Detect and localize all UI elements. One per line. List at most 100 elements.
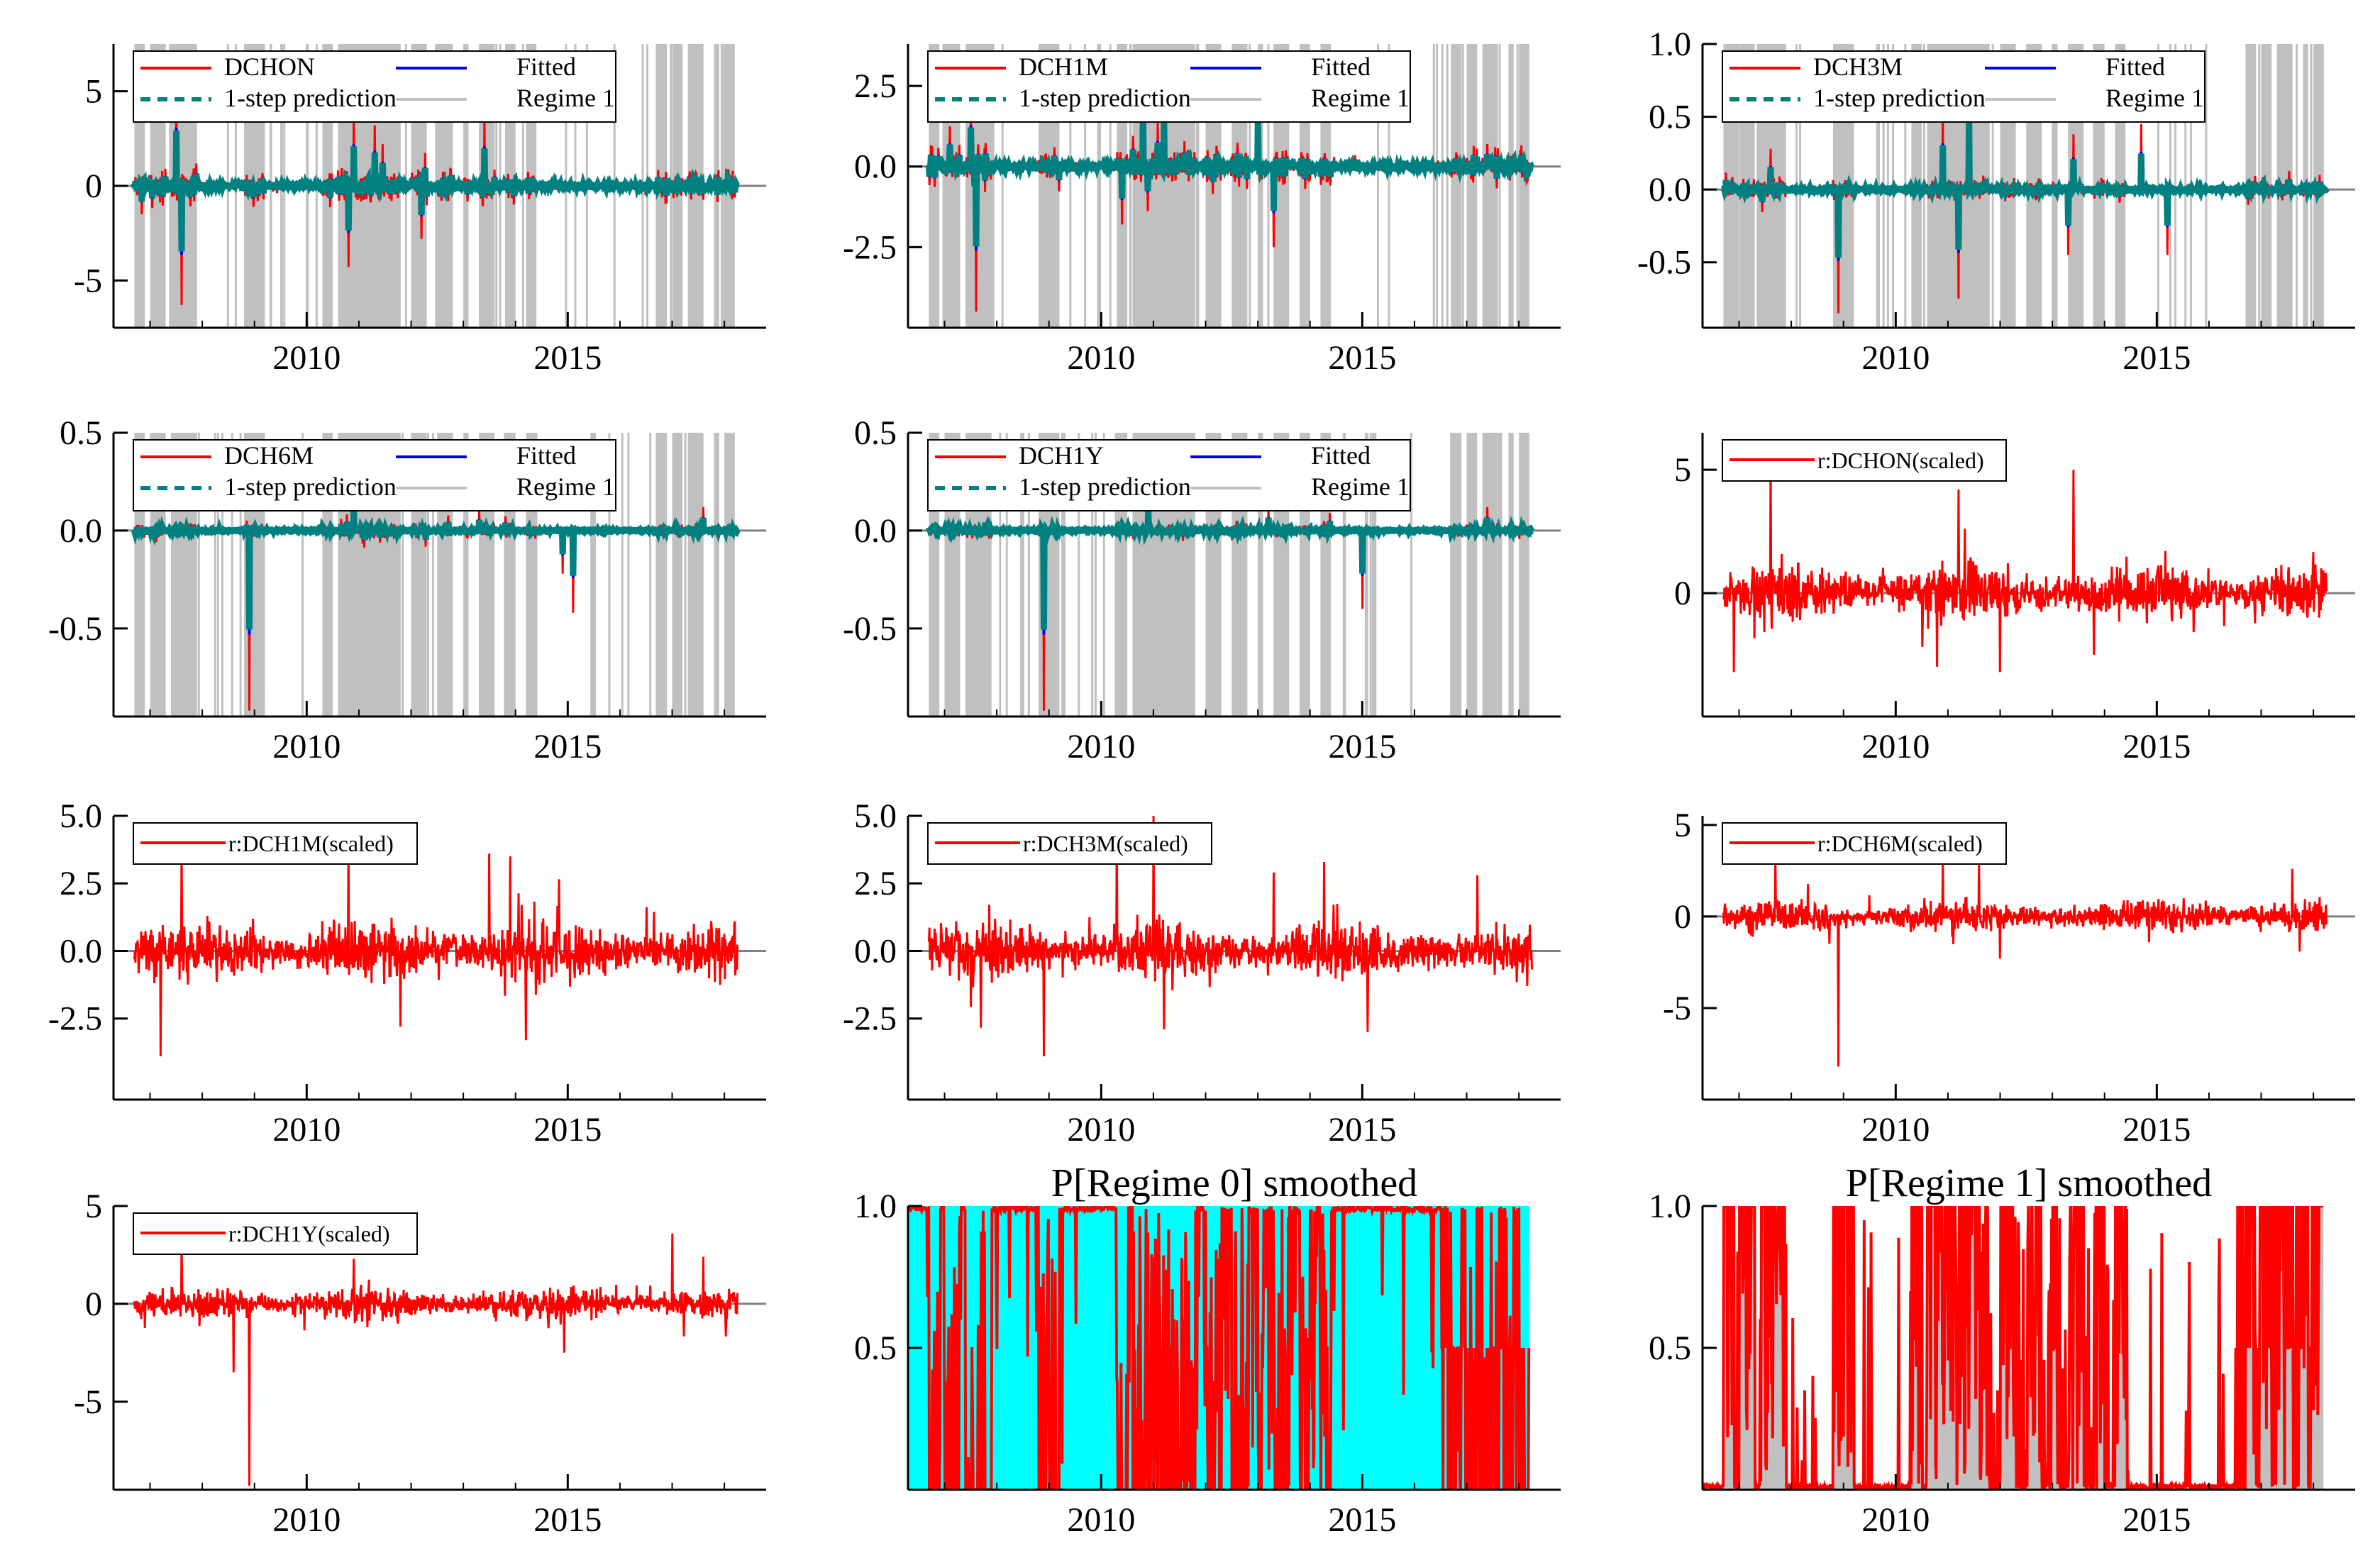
legend: DCH3M 1-step prediction Fitted Regime 1 — [1722, 50, 2205, 123]
y-tick-label: -2.5 — [843, 1000, 897, 1038]
y-tick-label: 0.5 — [854, 1329, 897, 1367]
panel-r_dchon: 2010 2015 5 0 r:DCHON(scaled) — [1674, 433, 2355, 765]
y-tick-label: 0.5 — [1649, 99, 1691, 136]
legend-label: Regime 1 — [516, 472, 615, 501]
x-tick-label: 2015 — [533, 339, 602, 377]
panel-r_dch1y: 2010 2015 5 0 -5 r:DCH1Y(scaled) — [74, 1188, 766, 1539]
x-tick-label: 2010 — [1067, 728, 1135, 765]
regime1-band — [1258, 44, 1263, 328]
y-tick-label: 2.5 — [854, 67, 897, 105]
x-tick-label: 2010 — [1861, 339, 1930, 377]
legend-label: r:DCH3M(scaled) — [1023, 831, 1188, 856]
plot-area — [908, 816, 1561, 1057]
series-line — [1722, 450, 2328, 673]
legend-label: 1-step prediction — [1019, 472, 1191, 501]
regime1-band — [656, 433, 668, 717]
prediction-line — [925, 511, 1535, 630]
probability-line — [908, 1206, 1531, 1490]
x-tick-label: 2015 — [1328, 1111, 1396, 1149]
regime1-band — [1258, 433, 1263, 717]
y-tick-label: 0.5 — [1649, 1329, 1691, 1367]
y-tick-label: 5.0 — [854, 797, 897, 835]
y-tick-label: 0.0 — [60, 932, 102, 970]
regime1-band — [1519, 44, 1529, 328]
x-tick-label: 2010 — [272, 1501, 341, 1539]
y-tick-label: 0 — [1674, 575, 1691, 612]
x-tick-label: 2015 — [2122, 1501, 2191, 1539]
y-tick-label: -0.5 — [48, 610, 102, 648]
legend-label: Fitted — [2105, 52, 2165, 81]
legend: DCHON 1-step prediction Fitted Regime 1 — [133, 50, 616, 123]
y-tick-label: 0.5 — [60, 414, 102, 452]
regime1-band — [672, 433, 683, 717]
y-tick-label: 5 — [1674, 451, 1691, 489]
y-tick-label: 1.0 — [854, 1188, 897, 1225]
regime1-band — [1466, 44, 1478, 328]
legend: r:DCH1M(scaled) — [133, 822, 418, 865]
panel-r_dch3m: 2010 2015 5.0 2.5 0.0 -2.5 r:DCH3M(scaled) — [843, 797, 1561, 1149]
legend-label: DCH3M — [1813, 52, 1903, 81]
y-tick-label: 0.0 — [1649, 171, 1691, 209]
legend-label: r:DCH1Y(scaled) — [228, 1221, 389, 1246]
panel-p_regime0: 2010 2015 1.0 0.5 P[Regime 0] smoothed — [854, 1161, 1561, 1539]
x-tick-label: 2015 — [533, 1111, 602, 1149]
legend-label: r:DCHON(scaled) — [1817, 448, 1984, 473]
legend-label: Fitted — [1311, 52, 1371, 81]
x-tick-label: 2015 — [1328, 1501, 1396, 1539]
regime1-band — [1451, 44, 1462, 328]
panel-dch3m: 2010 2015 1.0 0.5 0.0 -0.5 DCH3M 1-step predict… — [1637, 26, 2355, 377]
y-tick-label: 0.0 — [854, 512, 897, 550]
regime1-band — [714, 433, 719, 717]
regime1-band — [463, 433, 469, 717]
legend: r:DCH6M(scaled) — [1722, 822, 2007, 865]
x-tick-label: 2015 — [1328, 339, 1396, 377]
y-tick-label: 2.5 — [854, 865, 897, 902]
panel-p_regime1: 2010 2015 1.0 0.5 P[Regime 1] smoothed — [1649, 1161, 2355, 1539]
x-tick-label: 2015 — [2122, 728, 2191, 765]
x-tick-label: 2010 — [272, 728, 341, 765]
regime1-band — [1451, 433, 1462, 717]
legend: r:DCHON(scaled) — [1722, 439, 2007, 482]
x-tick-label: 2010 — [1861, 1501, 1930, 1539]
plot-area — [1703, 450, 2355, 673]
legend-label: r:DCH1M(scaled) — [228, 831, 394, 856]
y-tick-label: -0.5 — [1637, 244, 1691, 282]
plot-area — [1703, 1206, 2324, 1490]
y-tick-label: -5 — [1663, 990, 1691, 1027]
legend-label: Fitted — [1311, 441, 1371, 470]
y-tick-label: 5.0 — [60, 797, 102, 835]
legend-label: 1-step prediction — [224, 472, 397, 501]
prediction-line — [1720, 117, 2330, 258]
y-tick-label: 0.0 — [854, 932, 897, 970]
legend-label: DCH1Y — [1019, 441, 1104, 470]
panel-r_dch6m: 2010 2015 5 0 -5 r:DCH6M(scaled) — [1663, 807, 2355, 1149]
y-tick-label: -2.5 — [48, 1000, 102, 1038]
x-tick-label: 2010 — [1861, 728, 1930, 765]
panel-dchon: 2010 2015 5 0 -5 DCHON 1-step prediction Fitted… — [74, 44, 766, 377]
legend-box — [1722, 50, 2205, 123]
plot-area — [908, 1206, 1531, 1490]
series-line — [927, 816, 1533, 1057]
y-tick-label: 0 — [1674, 898, 1691, 936]
legend-label: Regime 1 — [1311, 84, 1410, 112]
legend-label: Regime 1 — [516, 84, 615, 112]
x-tick-label: 2015 — [533, 728, 602, 765]
regime1-band — [1508, 433, 1514, 717]
legend-label: 1-step prediction — [224, 84, 397, 112]
legend-box — [927, 439, 1411, 511]
legend-box — [927, 50, 1411, 123]
x-tick-label: 2010 — [1067, 1501, 1135, 1539]
y-tick-label: 0.0 — [854, 148, 897, 186]
prediction-line — [131, 509, 741, 630]
legend-label: r:DCH6M(scaled) — [1817, 831, 1983, 856]
y-tick-label: 0 — [85, 167, 102, 205]
prediction-line — [925, 104, 1535, 247]
legend-label: DCH6M — [224, 441, 314, 470]
series-line — [133, 491, 738, 711]
legend-label: Fitted — [516, 441, 576, 470]
series-line — [133, 1233, 738, 1486]
x-tick-label: 2010 — [272, 339, 341, 377]
